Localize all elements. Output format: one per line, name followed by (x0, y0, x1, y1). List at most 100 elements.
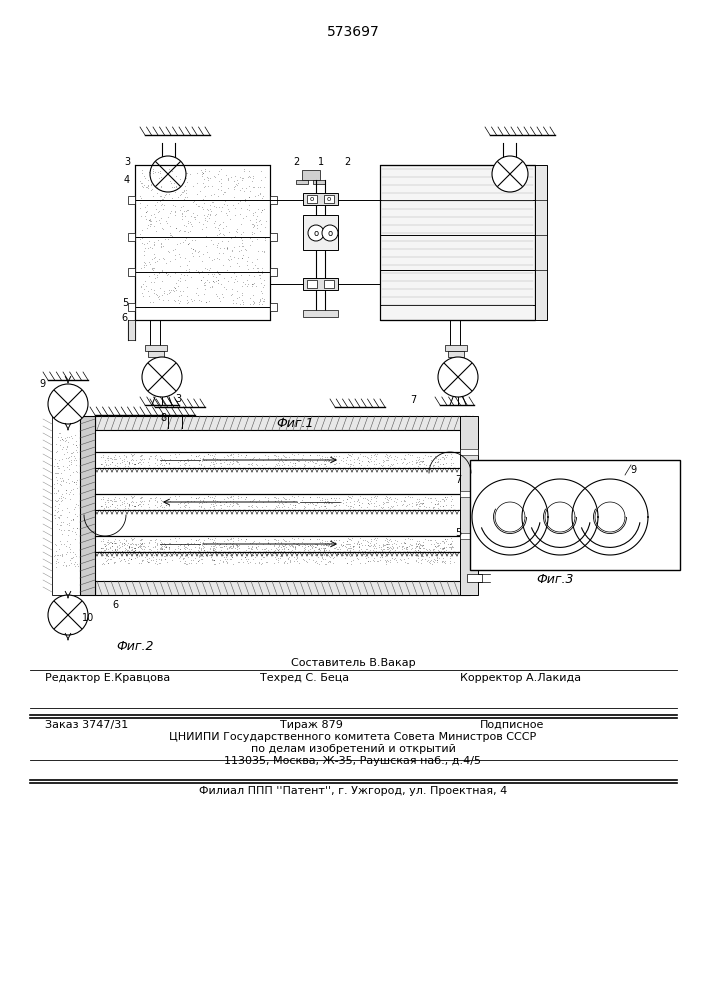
Point (257, 549, 269, 565)
Point (280, 536, 291, 552)
Point (135, 208, 146, 224)
Point (192, 553, 204, 569)
Point (159, 493, 170, 509)
Point (206, 203, 217, 219)
Point (103, 548, 114, 564)
Point (329, 545, 341, 561)
Point (421, 553, 433, 569)
Point (57, 502, 68, 518)
Point (192, 186, 203, 202)
Point (144, 535, 155, 551)
Point (220, 553, 231, 569)
Point (369, 530, 380, 546)
Point (274, 550, 286, 566)
Point (270, 498, 281, 514)
Point (227, 495, 238, 511)
Point (176, 229, 187, 245)
Point (67, 549, 78, 565)
Point (136, 235, 148, 251)
Point (139, 199, 151, 215)
Point (272, 554, 284, 570)
Point (449, 546, 460, 562)
Point (341, 536, 353, 552)
Point (66, 448, 77, 464)
Point (154, 215, 165, 231)
Point (268, 531, 279, 547)
Point (223, 203, 234, 219)
Point (218, 454, 229, 470)
Point (213, 173, 224, 189)
Point (162, 215, 173, 231)
Point (156, 263, 168, 279)
Point (180, 452, 191, 468)
Point (296, 534, 308, 550)
Point (186, 489, 197, 505)
Point (208, 552, 219, 568)
Point (328, 498, 339, 514)
Point (354, 497, 365, 513)
Point (163, 292, 174, 308)
Point (273, 534, 284, 550)
Point (69, 546, 81, 562)
Point (201, 548, 213, 564)
Point (70, 463, 81, 479)
Point (64, 449, 75, 465)
Point (197, 263, 208, 279)
Point (95, 491, 107, 507)
Point (243, 202, 255, 218)
Point (381, 533, 392, 549)
Point (254, 555, 265, 571)
Point (235, 242, 247, 258)
Point (206, 496, 217, 512)
Point (151, 447, 162, 463)
Point (264, 536, 276, 552)
Point (262, 535, 273, 551)
Point (414, 451, 425, 467)
Point (259, 272, 270, 288)
Point (70, 474, 81, 490)
Point (55, 536, 66, 552)
Point (196, 272, 207, 288)
Point (218, 491, 230, 507)
Point (143, 534, 154, 550)
Point (361, 499, 373, 515)
Point (433, 543, 444, 559)
Point (173, 189, 184, 205)
Point (245, 290, 256, 306)
Point (113, 448, 124, 464)
Point (389, 448, 400, 464)
Point (399, 493, 411, 509)
Point (194, 498, 205, 514)
Point (376, 458, 387, 474)
Point (179, 250, 190, 266)
Point (277, 489, 288, 505)
Point (160, 231, 171, 247)
Point (201, 244, 212, 260)
Point (406, 541, 417, 557)
Point (233, 175, 244, 191)
Point (136, 494, 147, 510)
Point (112, 497, 123, 513)
Point (349, 538, 360, 554)
Point (279, 553, 291, 569)
Point (252, 260, 263, 276)
Point (362, 495, 373, 511)
Point (97, 547, 108, 563)
Point (151, 201, 162, 217)
Point (247, 168, 259, 184)
Point (102, 555, 113, 571)
Point (260, 554, 271, 570)
Point (433, 493, 444, 509)
Point (69, 506, 81, 522)
Point (151, 546, 162, 562)
Point (127, 542, 138, 558)
Point (382, 534, 394, 550)
Point (191, 175, 202, 191)
Point (348, 535, 359, 551)
Point (151, 457, 163, 473)
Point (445, 550, 456, 566)
Point (384, 543, 395, 559)
Point (163, 539, 175, 555)
Point (322, 537, 334, 553)
Point (348, 457, 359, 473)
